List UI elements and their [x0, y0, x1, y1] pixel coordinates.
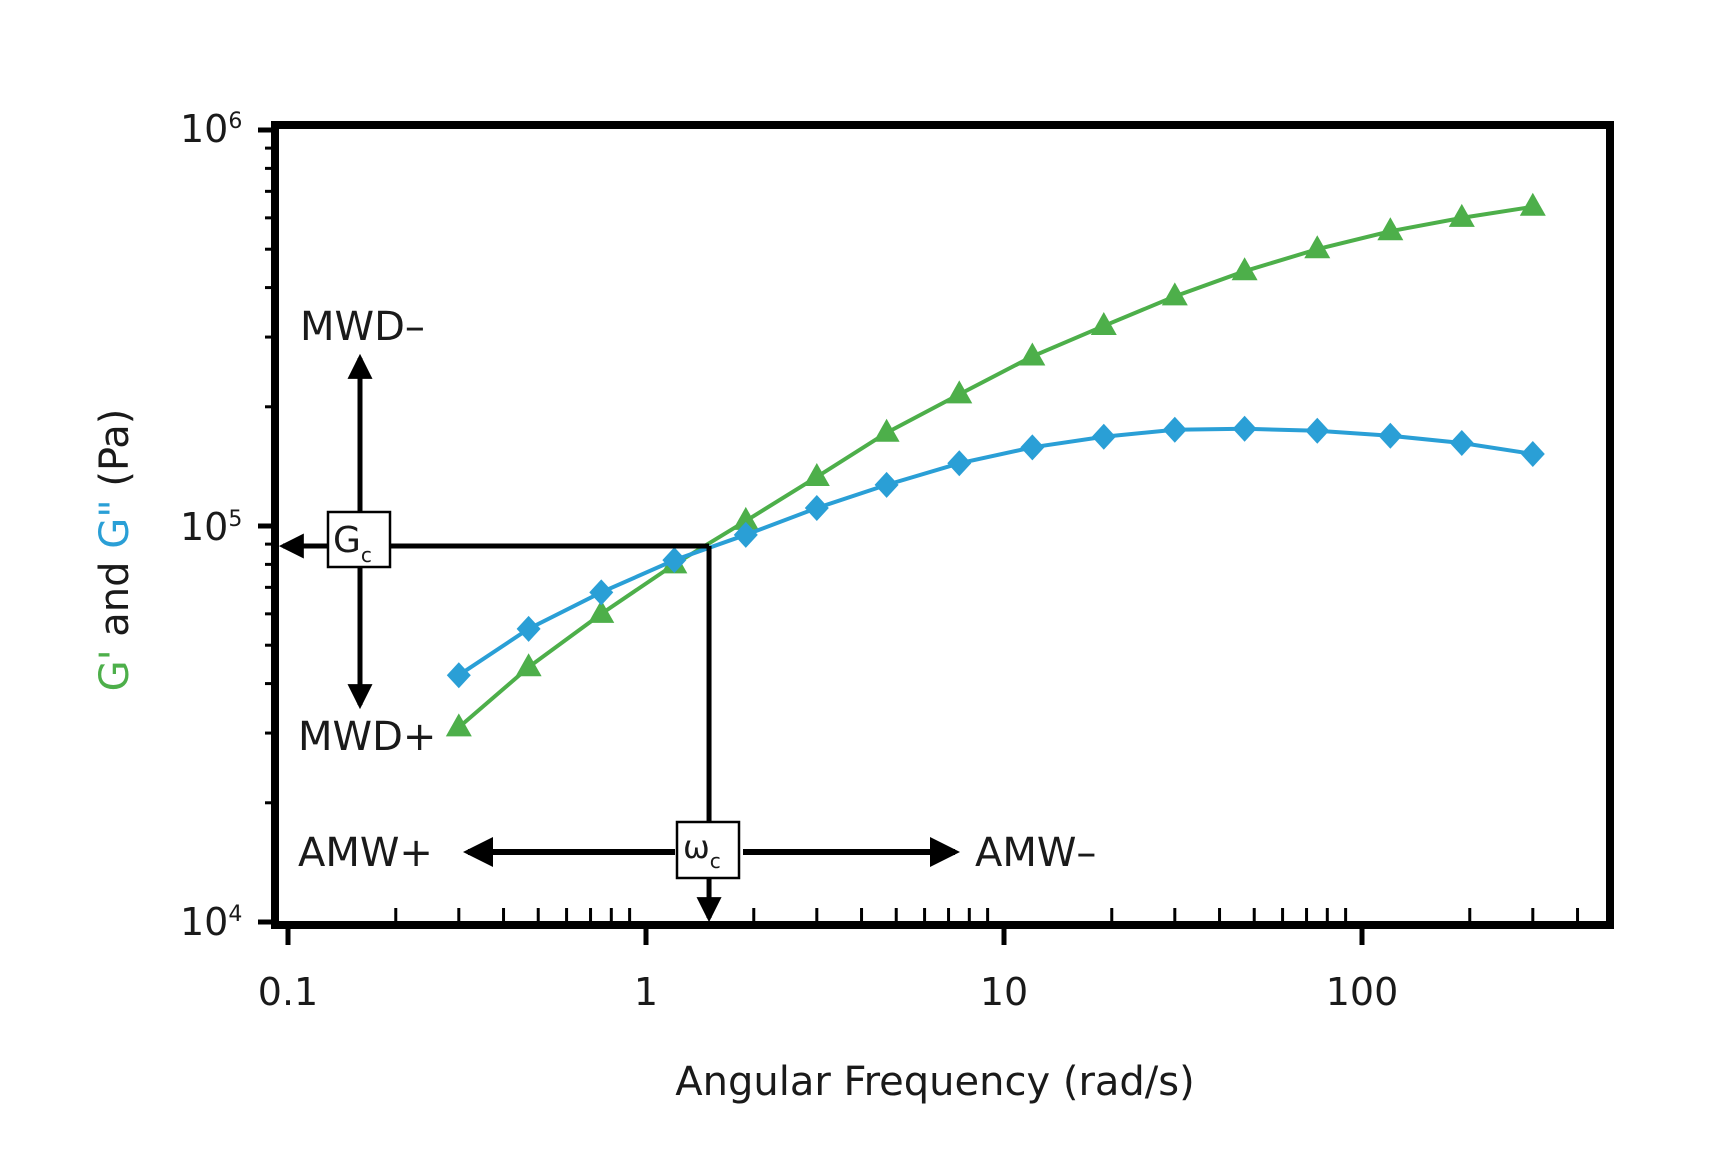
g-double-prime-point [1020, 434, 1045, 461]
g-prime-point [445, 713, 472, 737]
g-prime-point [873, 418, 900, 442]
y-tick-label-1e6: 106 [180, 107, 242, 151]
g-double-prime-point [1162, 416, 1187, 443]
g-double-prime-point [1449, 430, 1474, 457]
g-double-prime-point [733, 521, 758, 548]
g-prime-point [1019, 342, 1046, 366]
annotation-mwd-plus: MWD+ [298, 714, 436, 760]
g-prime-point [1231, 257, 1258, 281]
y-axis-label: G' and G" (Pa) [92, 409, 138, 692]
x-tick-label-10: 10 [980, 970, 1028, 1014]
g-double-prime-point [804, 495, 829, 522]
g-double-prime-series-line [457, 426, 1534, 677]
y-tick-label-1e4: 104 [180, 900, 242, 944]
g-double-prime-point [1378, 422, 1403, 449]
y-axis-label-g-prime: G' [92, 649, 138, 691]
g-prime-point [1448, 203, 1475, 227]
g-double-prime-point [662, 547, 687, 574]
y-axis-label-and: and [92, 549, 138, 650]
y-tick-label-1e5: 105 [180, 505, 242, 549]
g-double-prime-point [1091, 423, 1116, 450]
g-prime-point [515, 653, 542, 677]
gc-label: Gc [333, 520, 372, 567]
plot-frame [271, 121, 1614, 929]
x-tick-label-100: 100 [1326, 970, 1399, 1014]
g-prime-point [1161, 282, 1188, 306]
g-double-prime-point [947, 450, 972, 477]
g-double-prime-point [1520, 440, 1545, 467]
g-prime-point [1304, 235, 1331, 259]
y-axis-label-unit: (Pa) [92, 409, 138, 500]
series-layer [445, 192, 1546, 737]
g-double-prime-point [516, 615, 541, 642]
g-double-prime-point [1305, 417, 1330, 444]
g-double-prime-point [446, 662, 471, 689]
g-prime-point [588, 599, 615, 623]
gc-label-box [326, 510, 392, 569]
x-tick-label-1: 1 [634, 970, 658, 1014]
g-double-prime-point [589, 579, 614, 606]
x-axis-ticks [285, 908, 1580, 945]
annotation-mwd-minus: MWD– [300, 304, 425, 350]
y-axis-ticks [258, 127, 275, 925]
g-prime-series-line [457, 204, 1534, 729]
x-axis-label: Angular Frequency (rad/s) [675, 1059, 1194, 1105]
annotation-amw-minus: AMW– [975, 830, 1096, 876]
annotation-amw-plus: AMW+ [298, 830, 433, 876]
g-double-prime-point [1232, 415, 1257, 442]
g-prime-point [946, 380, 973, 404]
y-axis-label-g-double-prime: G" [92, 499, 138, 548]
wc-label-box [675, 820, 741, 880]
g-prime-point [1090, 311, 1117, 335]
x-tick-label-0.1: 0.1 [258, 970, 318, 1014]
g-prime-point [1519, 192, 1546, 216]
g-prime-point [803, 462, 830, 486]
g-double-prime-point [874, 471, 899, 498]
g-prime-point [732, 506, 759, 530]
g-prime-point [1377, 217, 1404, 241]
wc-label: ωc [683, 828, 721, 873]
